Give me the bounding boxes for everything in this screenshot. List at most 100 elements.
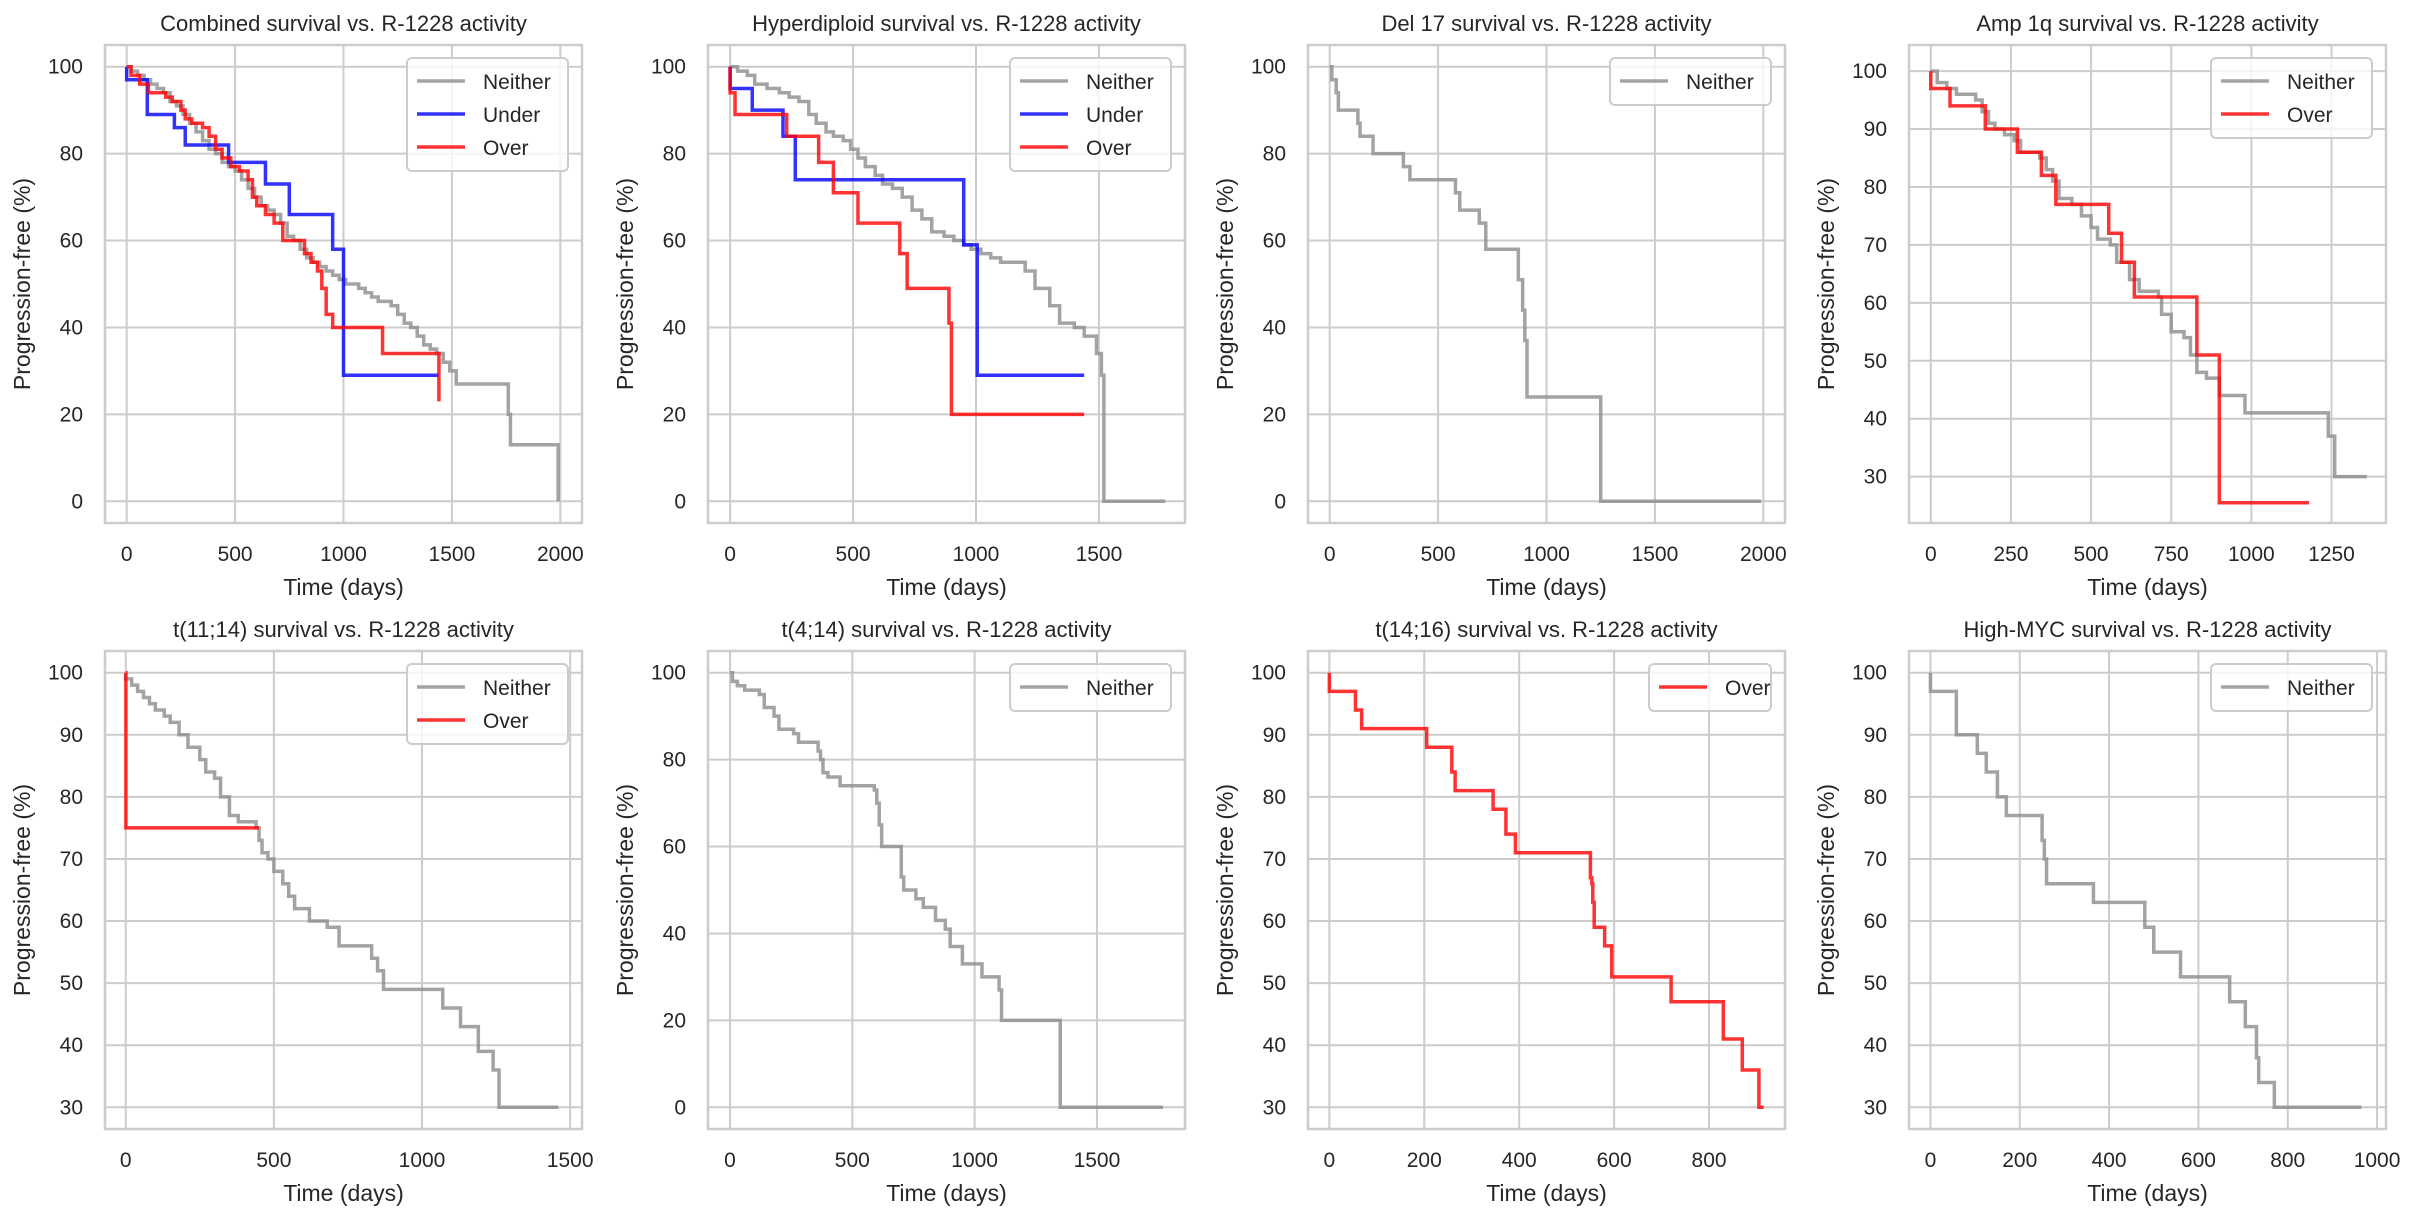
y-tick-label: 0 xyxy=(674,1096,686,1119)
y-axis-label: Progression-free (%) xyxy=(1813,178,1839,390)
series-neither-line xyxy=(730,64,1166,504)
legend-label: Neither xyxy=(2287,677,2355,700)
legend: Neither Over xyxy=(2210,57,2373,139)
axes-frame xyxy=(1907,649,2388,1131)
x-tick-label: 1500 xyxy=(1074,1149,1121,1172)
legend-label: Neither xyxy=(1686,71,1754,94)
series-neither-line xyxy=(1930,69,2367,479)
legend-label: Over xyxy=(1725,677,1771,700)
y-tick-label: 80 xyxy=(60,786,83,809)
series-over-line xyxy=(124,670,260,830)
subplot-2: 0 500 1000 1500 0 20 40 60 80 100 Hyperdiploid sur… xyxy=(612,11,1187,600)
x-tick-label: 0 xyxy=(1324,543,1336,566)
x-tick-label: 1500 xyxy=(429,543,476,566)
series-neither-line xyxy=(1928,672,2362,1110)
y-tick-label: 60 xyxy=(60,230,83,253)
legend-label: Over xyxy=(483,137,529,160)
x-tick-label: 0 xyxy=(724,543,736,566)
x-tick-label: 0 xyxy=(121,543,133,566)
x-tick-label: 1500 xyxy=(1076,543,1123,566)
subplot-3: 0 500 1000 1500 2000 0 20 40 60 80 100 Del 17 survi… xyxy=(1212,11,1787,600)
legend-label: Neither xyxy=(1086,677,1154,700)
y-tick-label: 50 xyxy=(1864,350,1887,373)
x-tick-label: 500 xyxy=(1421,543,1456,566)
axes-frame xyxy=(1306,43,1787,525)
y-tick-label: 40 xyxy=(1263,1034,1286,1057)
x-tick-label: 800 xyxy=(1692,1149,1727,1172)
y-tick-label: 90 xyxy=(1864,118,1887,141)
x-axis-label: Time (days) xyxy=(2087,574,2208,600)
x-axis-label: Time (days) xyxy=(1486,574,1607,600)
y-tick-label: 50 xyxy=(60,972,83,995)
subplot-7: 0 200 400 600 800 30 40 50 60 70 80 90 100 t(14;16) s… xyxy=(1212,617,1787,1206)
y-tick-label: 80 xyxy=(663,143,686,166)
legend-label: Under xyxy=(1086,104,1143,127)
legend-frame xyxy=(1009,663,1172,712)
y-tick-label: 80 xyxy=(1263,143,1286,166)
axes-frame xyxy=(103,649,584,1131)
subplot-title: t(4;14) survival vs. R-1228 activity xyxy=(781,617,1111,642)
series-neither-line xyxy=(126,64,560,502)
y-tick-label: 0 xyxy=(1274,490,1286,513)
x-tick-label: 500 xyxy=(218,543,253,566)
y-axis-label: Progression-free (%) xyxy=(9,178,35,390)
legend-label: Neither xyxy=(483,677,551,700)
x-tick-label: 250 xyxy=(1993,543,2028,566)
x-tick-label: 0 xyxy=(1925,1149,1937,1172)
y-tick-label: 100 xyxy=(1852,60,1887,83)
y-axis-label: Progression-free (%) xyxy=(9,784,35,996)
subplot-title: Amp 1q survival vs. R-1228 activity xyxy=(1976,11,2318,36)
y-tick-label: 100 xyxy=(1852,662,1887,685)
subplot-8: 0 200 400 600 800 1000 30 40 50 60 70 80 90 100 High-M… xyxy=(1813,617,2400,1206)
y-tick-label: 60 xyxy=(60,910,83,933)
legend-label: Neither xyxy=(1086,71,1154,94)
y-tick-label: 80 xyxy=(1864,786,1887,809)
y-tick-label: 90 xyxy=(1864,724,1887,747)
legend-frame xyxy=(406,663,569,745)
x-tick-label: 750 xyxy=(2154,543,2189,566)
legend-label: Under xyxy=(483,104,540,127)
y-tick-label: 40 xyxy=(663,316,686,339)
axes-frame xyxy=(1306,649,1787,1131)
legend-label: Over xyxy=(1086,137,1132,160)
subplot-title: Hyperdiploid survival vs. R-1228 activit… xyxy=(752,11,1141,36)
series-over-line xyxy=(1327,672,1764,1110)
y-tick-label: 80 xyxy=(1864,176,1887,199)
series-over-line xyxy=(1929,71,2310,505)
y-tick-label: 60 xyxy=(663,230,686,253)
y-tick-label: 100 xyxy=(651,662,686,685)
y-tick-label: 70 xyxy=(60,848,83,871)
legend-frame xyxy=(406,57,569,172)
x-tick-label: 400 xyxy=(2092,1149,2127,1172)
legend: Neither Over xyxy=(406,663,569,745)
y-tick-label: 60 xyxy=(663,836,686,859)
series-neither-line xyxy=(1329,64,1762,504)
y-tick-label: 80 xyxy=(663,749,686,772)
x-tick-label: 0 xyxy=(1925,543,1937,566)
y-tick-label: 70 xyxy=(1864,234,1887,257)
y-tick-label: 100 xyxy=(48,56,83,79)
y-tick-label: 20 xyxy=(60,403,83,426)
y-tick-label: 40 xyxy=(60,316,83,339)
x-tick-label: 1000 xyxy=(2228,543,2275,566)
x-tick-label: 1000 xyxy=(399,1149,446,1172)
x-axis-label: Time (days) xyxy=(2087,1180,2208,1206)
y-tick-label: 30 xyxy=(1864,466,1887,489)
legend-label: Over xyxy=(483,710,529,733)
y-tick-label: 90 xyxy=(60,724,83,747)
y-axis-label: Progression-free (%) xyxy=(1212,784,1238,996)
y-tick-label: 0 xyxy=(674,490,686,513)
y-tick-label: 20 xyxy=(1263,403,1286,426)
x-tick-label: 1000 xyxy=(951,1149,998,1172)
axes-frame xyxy=(1907,43,2388,525)
x-tick-label: 500 xyxy=(256,1149,291,1172)
series-neither-line xyxy=(123,672,559,1110)
y-tick-label: 20 xyxy=(663,403,686,426)
series-over-line xyxy=(126,64,441,402)
subplot-title: t(14;16) survival vs. R-1228 activity xyxy=(1375,617,1717,642)
x-tick-label: 200 xyxy=(1407,1149,1442,1172)
x-tick-label: 1000 xyxy=(320,543,367,566)
legend-frame xyxy=(1648,663,1772,712)
legend-frame xyxy=(2210,663,2373,712)
